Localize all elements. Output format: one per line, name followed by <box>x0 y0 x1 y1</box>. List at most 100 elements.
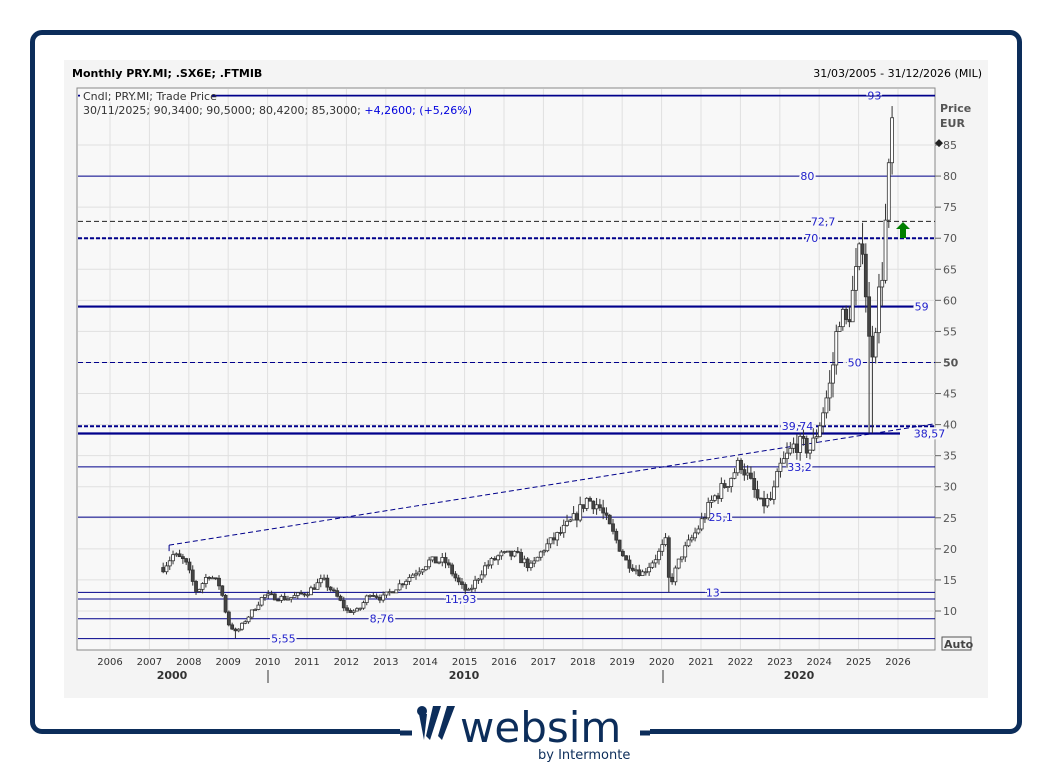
candle-body <box>479 574 484 580</box>
candle-body <box>771 486 776 500</box>
candle-body <box>249 609 254 618</box>
candle-body <box>670 576 675 583</box>
candle-body <box>768 498 773 500</box>
y-tick-label: 80 <box>943 170 957 183</box>
candle-body <box>253 609 258 611</box>
candle-body <box>811 437 816 451</box>
level-label: 59 <box>915 301 929 314</box>
candle-body <box>502 551 507 553</box>
candle-body <box>207 577 212 579</box>
candle-body <box>220 585 225 596</box>
x-tick-label: 2023 <box>767 657 792 668</box>
candle-body <box>867 296 872 337</box>
candle-body <box>775 471 780 488</box>
y-tick-label: 35 <box>943 450 957 463</box>
candle-body <box>286 598 290 601</box>
candle-body <box>758 497 763 500</box>
candle-body <box>607 514 612 525</box>
candle-body <box>469 587 474 590</box>
level-label: 8,76 <box>370 613 395 626</box>
candle-body <box>719 483 724 499</box>
candle-body <box>427 559 432 568</box>
candle-body <box>683 545 688 558</box>
x-tick-label: 2008 <box>176 657 201 668</box>
candle-body <box>883 219 888 281</box>
candle-body <box>437 561 441 564</box>
candle-body <box>742 469 747 476</box>
level-label: 39,74 <box>782 420 814 433</box>
candle-body <box>512 550 517 557</box>
candle-body <box>653 559 658 564</box>
candle-body <box>263 594 267 598</box>
candle-body <box>627 559 632 569</box>
candle-body <box>246 616 251 623</box>
candle-body <box>732 472 737 479</box>
candle-body <box>266 593 271 596</box>
candle-body <box>650 562 655 568</box>
candle-body <box>601 507 606 514</box>
candle-body <box>686 539 691 547</box>
candle-body <box>850 289 855 323</box>
candle-body <box>315 582 320 590</box>
candle-body <box>870 335 875 358</box>
candle-body <box>368 595 372 597</box>
candle-body <box>801 435 806 439</box>
last-price-marker-icon <box>935 139 943 148</box>
candle-body <box>712 495 717 501</box>
candle-body <box>177 553 182 558</box>
candle-body <box>240 622 244 630</box>
candle-body <box>180 556 185 559</box>
level-label: 11,93 <box>445 593 477 606</box>
candle-body <box>456 577 461 583</box>
candle-body <box>519 552 523 564</box>
candle-body <box>532 560 537 564</box>
candle-body <box>164 565 169 573</box>
candle-body <box>880 279 885 288</box>
candle-body <box>726 486 730 488</box>
x-tick-label: 2014 <box>412 657 437 668</box>
candle-body <box>834 331 839 366</box>
candle-body <box>745 472 750 476</box>
candle-body <box>410 574 415 578</box>
candle-body <box>309 587 313 596</box>
candle-body <box>729 477 734 487</box>
candle-body <box>680 556 684 560</box>
candle-body <box>338 595 343 601</box>
date-range: 31/03/2005 - 31/12/2026 (MIL) <box>813 67 982 80</box>
legend-ohlc-values: 30/11/2025; 90,3400; 90,5000; 80,4200; 8… <box>83 104 361 117</box>
candle-body <box>506 550 510 553</box>
candle-body <box>361 602 366 609</box>
candle-body <box>295 592 300 596</box>
candle-body <box>552 537 556 541</box>
y-axis: 10 15 20 25 30 35 40 45 50 55 60 65 70 75 80 85 <box>935 139 959 618</box>
candle-body <box>863 253 868 298</box>
x-tick-label: 2020 <box>649 657 674 668</box>
candle-body <box>735 459 740 474</box>
x-tick-label: 2006 <box>97 657 122 668</box>
candle-body <box>542 550 546 553</box>
candle-body <box>404 580 409 586</box>
candle-body <box>279 595 284 601</box>
candle-body <box>256 604 261 610</box>
y-tick-label: 25 <box>943 512 957 525</box>
candle-body <box>384 591 389 596</box>
candle-body <box>545 543 550 552</box>
candle-body <box>394 589 399 594</box>
candle-body <box>318 578 323 584</box>
level-label: 5,55 <box>271 633 296 646</box>
candle-body <box>538 551 543 558</box>
candle-body <box>420 569 425 573</box>
x-tick-label: 2021 <box>688 657 713 668</box>
candle-body <box>752 478 757 490</box>
candle-body <box>276 599 281 602</box>
auto-scale-label: Auto <box>944 638 974 651</box>
candle-body <box>305 594 310 597</box>
candle-body <box>597 504 602 509</box>
auto-scale-button[interactable] <box>941 636 972 651</box>
candle-body <box>877 286 881 334</box>
candle-body <box>568 519 573 522</box>
level-label: 33,2 <box>787 461 812 474</box>
decade-label: 2000 <box>157 669 188 682</box>
candle-body <box>466 588 471 591</box>
